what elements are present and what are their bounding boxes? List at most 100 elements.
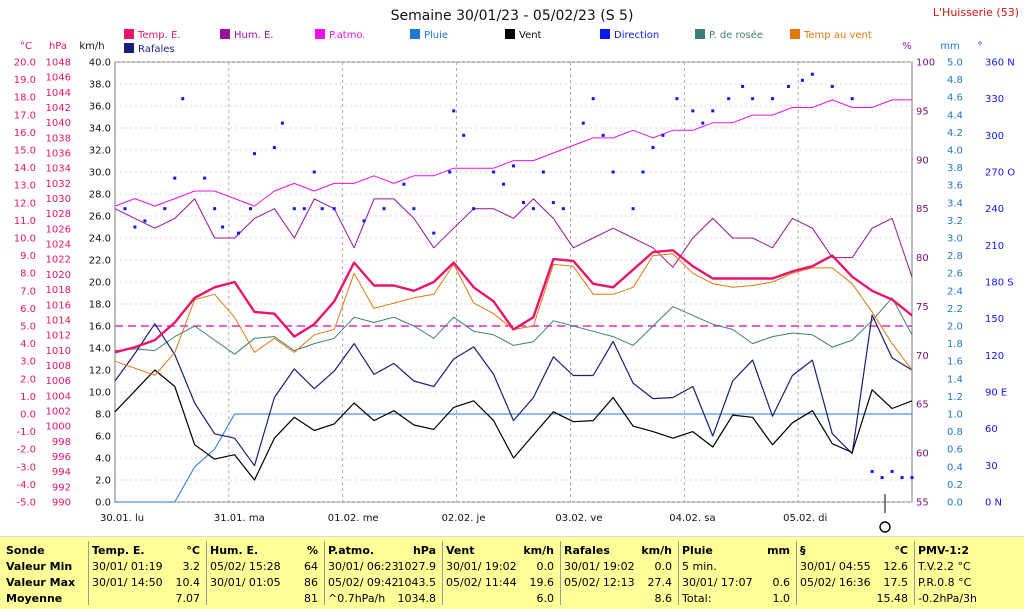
tick-label-humidity: 70 — [916, 351, 929, 362]
table-cell: Vent — [446, 544, 475, 557]
tick-label-pressure: 1034 — [46, 164, 71, 175]
tick-label-temp: 16.0 — [14, 128, 36, 139]
tick-label-pressure: 998 — [52, 437, 71, 448]
table-divider — [796, 541, 797, 605]
direction-point — [810, 72, 814, 76]
table-cell: 1034.8 — [397, 592, 437, 605]
table-cell: PMV-1:2 — [918, 544, 969, 557]
direction-point — [272, 146, 276, 150]
direction-point — [551, 201, 555, 205]
tick-label-temp: 20.0 — [14, 58, 36, 69]
tick-label-rain: 4.6 — [947, 93, 963, 104]
tick-label-wind: 30.0 — [89, 168, 111, 179]
direction-point — [830, 84, 834, 88]
x-axis-labels: 30.01. lu 31.01. ma 01.02. me 02.02. je 03.0… — [100, 513, 827, 524]
tick-label-rain: 2.8 — [947, 251, 963, 262]
legend-swatch — [220, 29, 230, 39]
direction-point — [675, 97, 679, 101]
tick-label-rain: 0.6 — [947, 445, 963, 456]
direction-point — [541, 170, 545, 174]
direction-point — [452, 109, 456, 113]
tick-label-temp: 2.0 — [20, 374, 36, 385]
axis-unit-label: mm — [940, 41, 959, 52]
table-cell: 15.48 — [876, 592, 909, 605]
tick-label-pressure: 1020 — [46, 270, 71, 281]
direction-point — [123, 207, 127, 211]
tick-label-temp: 4.0 — [20, 339, 36, 350]
direction-point — [880, 476, 884, 480]
direction-point — [850, 97, 854, 101]
axes-layer: -5.0 -4.0 -3.0 -2.0 -1.0 0.0 1.0 2.0 3.0 4.0 5.0 6.… — [14, 41, 1016, 509]
tick-label-humidity: 90 — [916, 155, 929, 166]
table-cell: % — [306, 544, 318, 557]
tick-label-rain: 1.4 — [947, 374, 963, 385]
series-line-pluie — [115, 413, 912, 503]
tick-label-wind: 24.0 — [89, 234, 111, 245]
direction-point — [561, 207, 565, 211]
tick-label-wind: 32.0 — [89, 146, 111, 157]
tick-label-direction: 60 — [985, 424, 998, 435]
x-tick-label: 03.02. ve — [555, 513, 602, 524]
table-cell: 05/02/ 15:28 — [210, 560, 281, 573]
tick-label-temp: 19.0 — [14, 75, 36, 86]
table-divider — [560, 541, 561, 605]
table-cell: 30/01/ 04:55 — [800, 560, 871, 573]
direction-point — [786, 84, 790, 88]
table-cell: Rafales — [564, 544, 610, 557]
table-divider — [324, 541, 325, 605]
series-line-p-de-ros-e — [114, 297, 913, 355]
legend-swatch — [505, 29, 515, 39]
tick-label-temp: 3.0 — [20, 357, 36, 368]
table-cell: P.R.0.8 °C — [918, 576, 972, 589]
direction-point — [910, 476, 914, 480]
tick-label-wind: 34.0 — [89, 124, 111, 135]
tick-label-wind: 0.0 — [95, 498, 111, 509]
tick-label-humidity: 80 — [916, 253, 929, 264]
station-label: L'Huisserie (53) — [933, 6, 1019, 19]
marker-layer — [879, 494, 891, 533]
tick-label-humidity: 85 — [916, 204, 929, 215]
tick-label-temp: -4.0 — [16, 480, 36, 491]
tick-label-pressure: 996 — [52, 452, 71, 463]
tick-label-temp: 18.0 — [14, 93, 36, 104]
tick-label-direction: 90 E — [985, 388, 1007, 399]
tick-label-pressure: 992 — [52, 482, 71, 493]
direction-point — [900, 476, 904, 480]
tick-label-direction: 120 — [985, 351, 1004, 362]
table-divider — [442, 541, 443, 605]
tick-label-pressure: 1022 — [46, 255, 71, 266]
tick-label-wind: 2.0 — [95, 476, 111, 487]
legend-label: Direction — [614, 30, 659, 41]
table-cell: § — [800, 544, 806, 557]
direction-point — [611, 170, 615, 174]
direction-point — [512, 164, 515, 168]
tick-label-rain: 3.2 — [947, 216, 963, 227]
table-cell: 19.6 — [529, 576, 555, 589]
table-cell: mm — [767, 544, 790, 557]
tick-label-temp: 10.0 — [14, 234, 36, 245]
direction-point — [133, 225, 137, 229]
direction-point — [691, 109, 695, 113]
tick-label-rain: 5.0 — [947, 58, 963, 69]
x-tick-label: 30.01. lu — [100, 513, 144, 524]
direction-point — [631, 207, 635, 211]
direction-point — [292, 207, 296, 211]
tick-label-temp: -5.0 — [16, 498, 36, 509]
tick-label-pressure: 1044 — [46, 88, 71, 99]
series-layer — [114, 72, 914, 503]
direction-point — [280, 121, 284, 125]
table-cell: 30/01/ 14:50 — [92, 576, 163, 589]
legend-swatch — [410, 29, 420, 39]
direction-point — [332, 207, 336, 211]
table-cell: 30/01/ 17:07 — [682, 576, 753, 589]
table-cell: 30/01/ 19:02 — [564, 560, 635, 573]
table-cell: 7.07 — [175, 592, 201, 605]
tick-label-pressure: 1048 — [46, 58, 71, 69]
series-line-hum-e — [114, 198, 913, 278]
direction-point — [601, 133, 605, 137]
tick-label-humidity: 100 — [916, 58, 935, 69]
table-cell: 27.4 — [647, 576, 673, 589]
direction-point — [203, 176, 207, 180]
table-cell: km/h — [523, 544, 554, 557]
legend-swatch — [790, 29, 800, 39]
